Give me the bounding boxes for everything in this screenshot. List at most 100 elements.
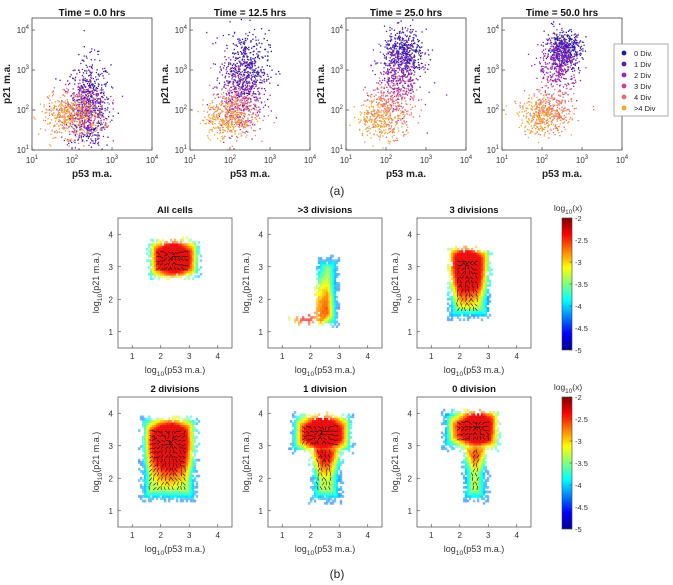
scatter-point [89,86,91,89]
scatter-point [366,92,368,94]
scatter-point [235,121,237,123]
scatter-point [226,110,228,112]
scatter-point [580,49,582,51]
scatter-point [379,114,381,116]
scatter-point [394,42,396,44]
scatter-point [579,41,581,43]
scatter-point [110,86,113,88]
scatter-point [69,82,71,84]
scatter-point [237,117,240,120]
scatter-point [378,96,380,98]
scatter-point [571,77,573,80]
scatter-point [106,126,108,128]
scatter-point [402,96,404,98]
scatter-point [408,85,410,87]
scatter-point [73,128,75,130]
scatter-point [421,42,423,44]
scatter-point [246,106,249,108]
scatter-point [248,63,250,65]
scatter-point [567,43,570,46]
scatter-point [243,47,246,49]
scatter-point [244,64,246,66]
scatter-point [408,67,410,69]
scatter-point [250,105,252,107]
scatter-point [249,67,251,69]
scatter-point [251,138,253,140]
scatter-point [412,66,415,68]
scatter-point [237,51,239,54]
scatter-point [398,65,400,68]
scatter-point [66,104,69,106]
scatter-point [249,122,251,124]
scatter-point [243,112,245,114]
scatter-point [72,99,74,102]
scatter-point [383,104,386,106]
scatter-point [48,114,51,116]
scatter-point [376,116,378,118]
scatter-point [547,34,549,36]
scatter-point [264,104,266,106]
scatter-point [250,61,252,63]
scatter-point [97,134,99,136]
scatter-point [112,140,114,142]
scatter-point [244,53,246,56]
scatter-point [561,53,563,55]
scatter-point [380,111,382,113]
scatter-point [202,99,204,101]
scatter-point [233,53,235,55]
scatter-point [97,132,99,134]
scatter-point [266,60,269,62]
scatter-point [242,124,244,126]
scatter-point [389,51,391,53]
scatter-point [256,79,258,81]
scatter-point [95,139,97,142]
scatter-point [239,103,242,105]
scatter-point [553,54,556,56]
scatter-point [415,30,417,33]
scatter-point [267,55,269,57]
scatter-point [415,47,418,49]
scatter-point [558,67,561,69]
scatter-point [237,71,239,73]
scatter-point [94,99,96,101]
scatter-point [368,130,370,132]
scatter-point [398,91,400,93]
scatter-point [71,120,73,122]
scatter-point [83,117,86,119]
scatter-point [79,115,81,118]
scatter-point [412,79,414,82]
scatter-point [67,118,70,120]
scatter-point [74,78,76,80]
scatter-point [217,116,219,119]
scatter-point [537,122,539,125]
scatter-point [233,104,235,106]
scatter-point [406,91,408,93]
scatter-point [222,119,224,122]
scatter-point [360,112,363,114]
scatter-point [209,84,211,86]
scatter-point [538,91,540,93]
x-tick-label: 104 [304,155,317,165]
scatter-point [72,104,74,106]
scatter-point [548,103,550,105]
scatter-point [375,125,377,127]
scatter-point [234,101,236,103]
scatter-point [216,116,218,118]
scatter-point [93,87,95,89]
scatter-point [391,51,394,53]
scatter-point [564,53,566,55]
scatter-point [89,126,91,129]
scatter-point [234,131,236,133]
scatter-point [52,112,55,114]
scatter-point [367,113,370,115]
scatter-point [574,70,576,72]
scatter-point [219,127,221,129]
scatter-point [227,120,229,122]
scatter-point [86,116,88,118]
scatter-point [86,113,89,115]
scatter-point [212,43,214,45]
scatter-point [87,106,89,108]
scatter-point [542,98,544,100]
scatter-point [238,114,240,117]
scatter-point [225,107,227,110]
